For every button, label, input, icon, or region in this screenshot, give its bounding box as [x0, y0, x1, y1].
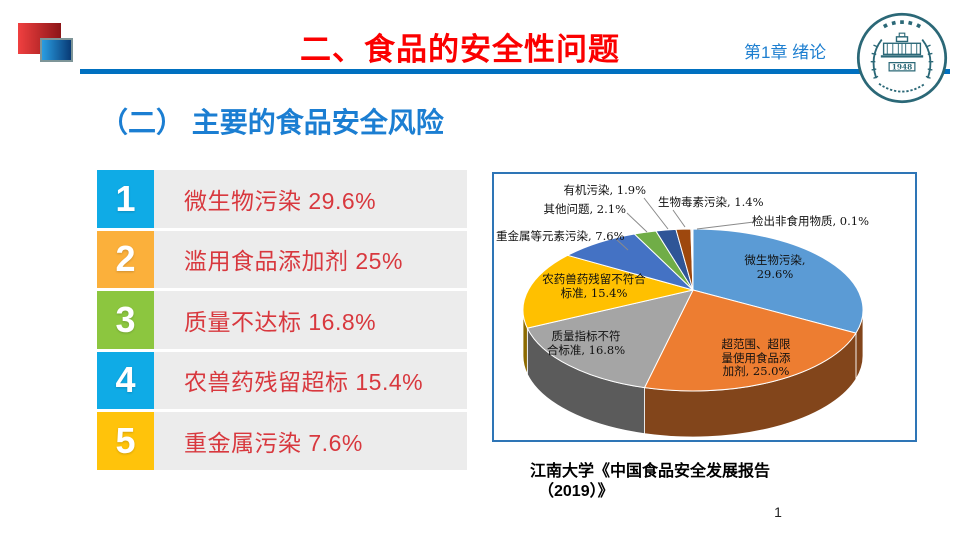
pie-slice: [522, 254, 694, 329]
pie-data-label: 微生物污染, 29.6%: [744, 253, 806, 281]
source-caption-line2: （2019）》: [538, 483, 614, 500]
building-icon: [880, 32, 924, 58]
source-caption-line1: 江南大学《中国食品安全发展报告: [530, 463, 771, 480]
risk-label: 微生物污染 29.6%: [154, 170, 467, 228]
risk-row: 2 滥用食品添加剂 25%: [97, 230, 467, 288]
wheat-left-icon: [870, 44, 879, 79]
risk-row: 3 质量不达标 16.8%: [97, 291, 467, 349]
leader-line: [615, 238, 629, 251]
university-seal: 1948: [856, 12, 948, 104]
pie-data-label: 质量指标不符 合标准, 16.8%: [546, 329, 626, 357]
pie-data-label: 检出非食用物质, 0.1%: [752, 214, 870, 228]
pie-data-label: 超范围、超限 量使用食品添 加剂, 25.0%: [721, 337, 791, 378]
seal-year: 1948: [892, 63, 912, 72]
pie-data-label: 其他问题, 2.1%: [543, 202, 626, 216]
risk-label: 农兽药残留超标 15.4%: [154, 351, 467, 409]
pie-slice: [644, 289, 857, 392]
seal-bottom-text-decoration: [878, 82, 926, 93]
wheat-right-icon: [925, 44, 934, 79]
pie-slice: [692, 228, 864, 334]
header-divider-line: [80, 69, 950, 74]
risk-rank-badge: 1: [97, 170, 154, 228]
pie-data-label: 生物毒素污染, 1.4%: [658, 195, 764, 209]
pie-data-label: 农药兽药残留不符合 标准, 15.4%: [542, 272, 646, 300]
leader-line: [626, 212, 648, 233]
risk-list: 1 微生物污染 29.6% 2 滥用食品添加剂 25% 3 质量不达标 16.8% 4 农兽药…: [97, 170, 467, 470]
risk-rank-badge: 3: [97, 291, 154, 349]
pie-slice: [690, 228, 694, 291]
risk-rank-badge: 2: [97, 230, 154, 288]
risk-row: 4 农兽药残留超标 15.4%: [97, 351, 467, 409]
pie-data-label: 重金属等元素污染, 7.6%: [496, 229, 625, 243]
chapter-tag: 第1章 绪论: [744, 43, 827, 62]
page-number: 1: [774, 504, 782, 520]
corner-blue-square-decoration: [40, 38, 73, 62]
leader-line: [696, 221, 755, 230]
pie-data-label: 有机污染, 1.9%: [563, 183, 646, 197]
seal-arc-text-decoration: [882, 20, 922, 29]
risk-row: 1 微生物污染 29.6%: [97, 170, 467, 228]
risk-rank-badge: 5: [97, 412, 154, 470]
risk-row: 5 重金属污染 7.6%: [97, 412, 467, 470]
page-title: 二、食品的安全性问题: [300, 32, 620, 67]
leader-line: [672, 209, 686, 228]
section-subtitle: （二） 主要的食品安全风险: [100, 107, 444, 138]
risk-label: 滥用食品添加剂 25%: [154, 230, 467, 288]
leader-line: [643, 197, 669, 230]
risk-label: 重金属污染 7.6%: [154, 412, 467, 470]
pie-slice: [526, 289, 694, 389]
pie-chart: 微生物污染, 29.6% 超范围、超限 量使用食品添 加剂, 25.0% 质量指标不符 合标…: [492, 172, 917, 442]
risk-label: 质量不达标 16.8%: [154, 291, 467, 349]
source-caption: 江南大学《中国食品安全发展报告 （2019）》: [530, 462, 870, 502]
risk-rank-badge: 4: [97, 351, 154, 409]
chart-inner: 微生物污染, 29.6% 超范围、超限 量使用食品添 加剂, 25.0% 质量指标不符 合标…: [494, 174, 915, 440]
pie-3d-svg: [522, 197, 864, 438]
